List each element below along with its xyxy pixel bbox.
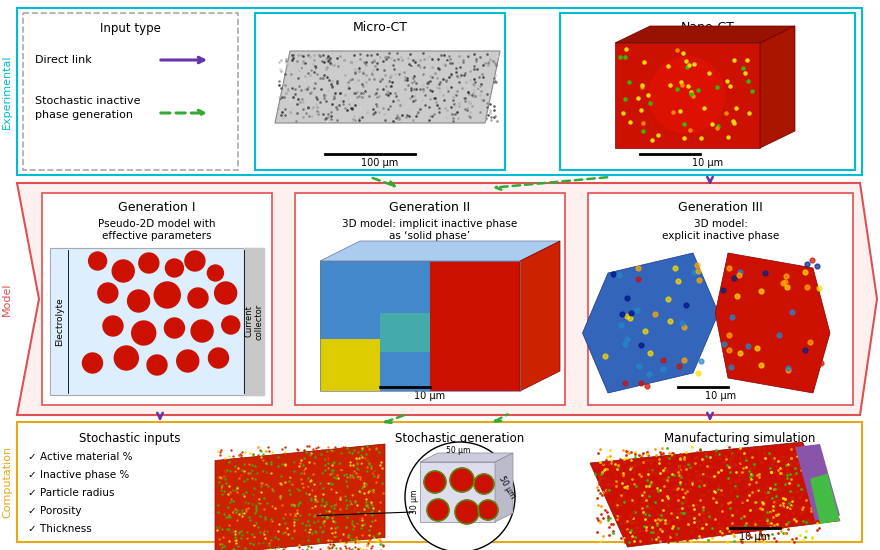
Circle shape <box>128 290 150 312</box>
Circle shape <box>165 318 185 338</box>
Circle shape <box>222 316 239 334</box>
Circle shape <box>177 350 199 372</box>
Circle shape <box>191 320 213 342</box>
Polygon shape <box>615 26 795 43</box>
Text: 100 μm: 100 μm <box>362 158 399 168</box>
Text: ✓ Inactive phase %: ✓ Inactive phase % <box>28 470 129 480</box>
Circle shape <box>165 259 183 277</box>
Circle shape <box>208 265 224 281</box>
Text: ✓ Active material %: ✓ Active material % <box>28 452 133 462</box>
Circle shape <box>103 316 123 336</box>
Polygon shape <box>275 51 500 123</box>
Text: ✓ Thickness: ✓ Thickness <box>28 524 92 534</box>
Circle shape <box>450 468 474 492</box>
FancyBboxPatch shape <box>50 248 264 395</box>
Circle shape <box>427 499 449 521</box>
FancyBboxPatch shape <box>42 193 272 405</box>
Circle shape <box>132 321 156 345</box>
Polygon shape <box>320 339 380 391</box>
FancyBboxPatch shape <box>23 13 238 170</box>
Text: Input type: Input type <box>99 22 160 35</box>
Text: Electrolyte: Electrolyte <box>55 297 64 346</box>
Text: 10 μm: 10 μm <box>739 532 771 542</box>
FancyBboxPatch shape <box>295 193 565 405</box>
Polygon shape <box>320 241 560 261</box>
Text: Model: Model <box>2 282 12 316</box>
Polygon shape <box>215 444 385 550</box>
Polygon shape <box>420 453 513 462</box>
Circle shape <box>215 282 237 304</box>
Polygon shape <box>760 26 795 148</box>
Text: Nano-CT: Nano-CT <box>680 21 735 34</box>
Circle shape <box>209 348 229 368</box>
Text: Generation II: Generation II <box>390 201 471 214</box>
Text: ✓ Porosity: ✓ Porosity <box>28 506 82 516</box>
Text: Generation III: Generation III <box>678 201 763 214</box>
Text: Stochastic generation: Stochastic generation <box>395 432 524 445</box>
Polygon shape <box>495 453 513 522</box>
Text: 50 μm: 50 μm <box>446 446 470 455</box>
Text: 3D model:
explicit inactive phase: 3D model: explicit inactive phase <box>662 219 779 240</box>
Circle shape <box>424 471 446 493</box>
Text: 30 μm: 30 μm <box>410 490 419 514</box>
Text: 10 μm: 10 μm <box>692 158 723 168</box>
Circle shape <box>474 474 494 494</box>
Circle shape <box>405 442 515 550</box>
Text: Stochastic inactive
phase generation: Stochastic inactive phase generation <box>35 96 141 119</box>
Text: Current
collector: Current collector <box>245 304 264 339</box>
Polygon shape <box>17 183 877 415</box>
Circle shape <box>478 500 498 520</box>
Polygon shape <box>795 444 840 521</box>
Polygon shape <box>583 253 718 393</box>
FancyBboxPatch shape <box>588 193 853 405</box>
Text: Manufacturing simulation: Manufacturing simulation <box>664 432 816 445</box>
Polygon shape <box>420 462 495 522</box>
FancyBboxPatch shape <box>255 13 505 170</box>
Text: Computation: Computation <box>2 446 12 518</box>
Circle shape <box>185 251 205 271</box>
Text: Direct link: Direct link <box>35 55 92 65</box>
Circle shape <box>154 282 180 308</box>
FancyBboxPatch shape <box>17 422 862 542</box>
Polygon shape <box>590 442 840 547</box>
Polygon shape <box>615 43 760 148</box>
Polygon shape <box>715 253 830 393</box>
Circle shape <box>188 288 208 308</box>
Circle shape <box>113 260 135 282</box>
Circle shape <box>98 283 118 303</box>
Circle shape <box>89 252 106 270</box>
Text: Experimental: Experimental <box>2 54 12 129</box>
Polygon shape <box>380 313 430 352</box>
Polygon shape <box>810 474 840 524</box>
Text: 50 μm: 50 μm <box>497 474 517 500</box>
Text: Generation I: Generation I <box>118 201 195 214</box>
FancyBboxPatch shape <box>17 8 862 175</box>
Polygon shape <box>520 241 560 391</box>
Text: 10 μm: 10 μm <box>705 391 736 401</box>
Circle shape <box>83 353 102 373</box>
Polygon shape <box>320 261 430 391</box>
Text: Pseudo-2D model with
effective parameters: Pseudo-2D model with effective parameter… <box>99 219 216 240</box>
Circle shape <box>147 355 167 375</box>
Text: Micro-CT: Micro-CT <box>353 21 407 34</box>
Text: 10 μm: 10 μm <box>414 391 445 401</box>
Circle shape <box>649 57 725 133</box>
Circle shape <box>455 500 479 524</box>
Text: ✓ Particle radius: ✓ Particle radius <box>28 488 114 498</box>
Circle shape <box>114 346 138 370</box>
Polygon shape <box>430 261 520 391</box>
FancyBboxPatch shape <box>560 13 855 170</box>
Circle shape <box>139 253 158 273</box>
Text: 3D model: implicit inactive phase
as ‘solid phase’: 3D model: implicit inactive phase as ‘so… <box>342 219 517 240</box>
Text: Stochastic inputs: Stochastic inputs <box>79 432 180 445</box>
